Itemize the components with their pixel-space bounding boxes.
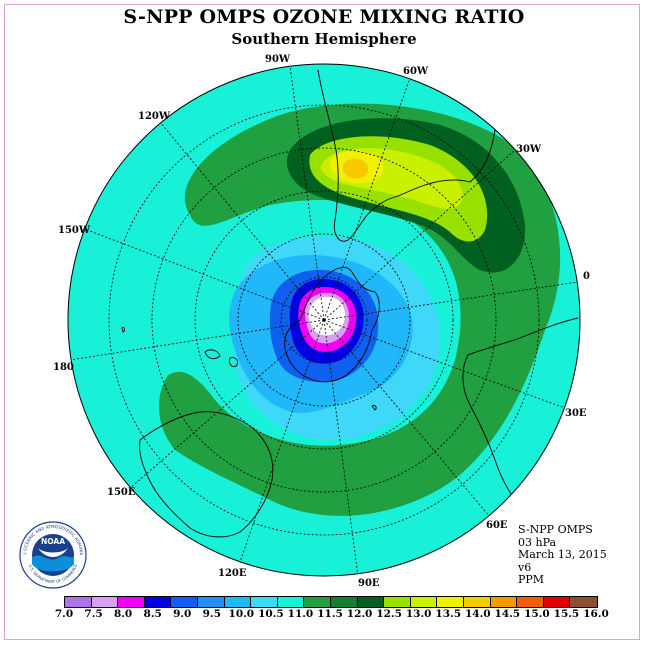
new-zealand-coast — [204, 349, 239, 367]
colorbar-segment — [91, 597, 119, 607]
coastlines — [121, 69, 579, 538]
colorbar-label: 16.0 — [583, 608, 609, 620]
meridian-line — [323, 281, 579, 321]
colorbar-segment — [118, 597, 145, 607]
label-0: 0 — [583, 271, 590, 282]
orange-region — [342, 158, 369, 179]
colorbar-segment — [224, 597, 252, 607]
meridian-line — [81, 227, 325, 321]
colorbar-label: 15.5 — [553, 608, 580, 620]
meridian-line — [159, 121, 325, 321]
meridian-line — [323, 319, 359, 576]
figure-frame — [4, 4, 640, 640]
logo-text: NOAA — [41, 537, 65, 546]
colorbar-label: 9.0 — [173, 608, 192, 620]
colorbar-label: 13.0 — [405, 608, 432, 620]
colorbar-segment — [304, 597, 331, 607]
meridian-line — [323, 149, 516, 321]
label-60e: 60E — [486, 520, 508, 531]
meridian-line — [129, 319, 325, 489]
meta-date: March 13, 2015 — [518, 548, 607, 561]
colorbar — [64, 596, 598, 608]
colorbar-segment — [144, 597, 172, 607]
colorbar-labels: 7.0 7.5 8.0 8.5 9.0 9.5 10.0 10.5 11.0 11.5 12.0 12… — [55, 608, 609, 622]
meta-instrument: S-NPP OMPS — [518, 523, 593, 536]
noaa-logo: NATIONAL OCEANIC AND ATMOSPHERIC ADMINIS… — [18, 520, 87, 589]
label-120w: 120W — [138, 111, 171, 122]
label-60w: 60W — [403, 66, 429, 77]
meridian-line — [323, 319, 566, 409]
colorbar-segment — [543, 597, 571, 607]
colorbar-segment — [384, 597, 411, 607]
colorbar-label: 11.5 — [317, 608, 343, 620]
meridian-line — [323, 77, 411, 321]
south-america-coast — [317, 69, 516, 242]
label-30e: 30E — [565, 408, 587, 419]
metadata-block: S-NPP OMPS 03 hPa March 13, 2015 v6 PPM — [518, 523, 607, 587]
meridian-line — [69, 319, 325, 361]
label-180: 180 — [53, 362, 74, 373]
latitude-circle — [237, 233, 411, 407]
label-30w: 30W — [516, 144, 542, 155]
colorbar-label: 7.5 — [84, 608, 103, 620]
colorbar-segment — [65, 597, 92, 607]
colorbar-label: 10.5 — [258, 608, 284, 620]
colorbar-segment — [277, 597, 305, 607]
map-title: S-NPP OMPS OZONE MIXING RATIO — [123, 6, 525, 28]
map-subtitle: Southern Hemisphere — [231, 30, 417, 48]
meta-level: 03 hPa — [518, 535, 557, 549]
colorbar-label: 13.5 — [435, 608, 462, 620]
colorbar-label: 8.5 — [143, 608, 162, 620]
colorbar-segment — [197, 597, 225, 607]
meridian-line — [239, 319, 325, 563]
colorbar-label: 12.5 — [376, 608, 402, 620]
colorbar-label: 10.0 — [228, 608, 255, 620]
colorbar-label: 9.5 — [202, 608, 221, 620]
label-90e: 90E — [358, 578, 380, 589]
colorbar-label: 7.0 — [54, 608, 74, 620]
south-pole-marker — [322, 318, 326, 322]
latitude-circle — [108, 104, 540, 536]
globe-outline — [67, 63, 581, 577]
antarctica-coast — [284, 267, 380, 383]
africa-coast — [462, 317, 579, 501]
colorbar-segment — [570, 597, 597, 607]
label-150w: 150W — [58, 225, 91, 236]
colorbar-segment — [463, 597, 491, 607]
colorbar-segment — [251, 597, 278, 607]
latitude-circle — [280, 276, 368, 364]
colorbar-segment — [517, 597, 544, 607]
australia-coast — [139, 411, 274, 538]
colorbar-label: 15.0 — [524, 608, 550, 620]
colorbar-segment — [330, 597, 358, 607]
colorbar-segment — [410, 597, 438, 607]
indian-ocean-islands — [121, 327, 377, 411]
label-150e: 150E — [107, 487, 136, 498]
meta-units: PPM — [518, 573, 545, 586]
colorbar-segment — [490, 597, 518, 607]
colorbar-segment — [437, 597, 464, 607]
meta-version: v6 — [518, 560, 532, 574]
colorbar-label: 14.0 — [464, 608, 491, 620]
meridian-line — [289, 65, 325, 321]
colorbar-segment — [171, 597, 198, 607]
label-90w: 90W — [265, 54, 291, 65]
colorbar-label: 14.5 — [494, 608, 521, 620]
meridian-line — [323, 319, 491, 518]
latitude-circle — [194, 190, 454, 450]
graticule — [69, 65, 579, 576]
colorbar-label: 12.0 — [346, 608, 373, 620]
colorbar-label: 11.0 — [287, 608, 314, 620]
latitude-circle — [151, 147, 497, 493]
colorbar-label: 8.0 — [113, 608, 133, 620]
colorbar-segment — [357, 597, 385, 607]
label-120e: 120E — [218, 568, 247, 579]
